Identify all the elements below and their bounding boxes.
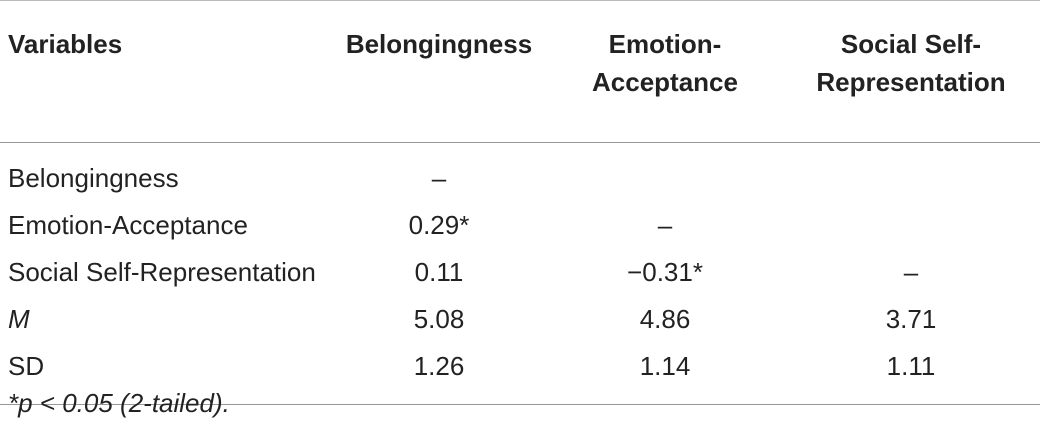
cell: 3.71 — [885, 304, 937, 334]
cell: – — [903, 257, 919, 287]
row-label: M — [8, 304, 30, 334]
header-text: Variables — [8, 29, 123, 59]
table-row: Belongingness – — [0, 143, 1040, 203]
empty-cell — [782, 202, 1040, 249]
row-label: Belongingness — [8, 163, 179, 193]
row-label: Emotion-Acceptance — [8, 210, 248, 240]
header-text: Social Self-Representation — [816, 29, 1006, 97]
cell: 1.11 — [886, 351, 936, 381]
empty-cell — [782, 143, 1040, 203]
cell: – — [657, 210, 673, 240]
table-body: Belongingness – Emotion-Acceptance 0.29* – So… — [0, 143, 1040, 405]
table-row: Emotion-Acceptance 0.29* – — [0, 202, 1040, 249]
footnote: *p < 0.05 (2-tailed). — [8, 388, 230, 418]
cell: 1.14 — [639, 351, 691, 381]
cell: 0.29* — [408, 210, 470, 240]
row-label: Social Self-Representation — [8, 257, 316, 287]
header-row: Variables Belongingness Emotion-Acceptance… — [0, 0, 1040, 143]
header-cell: Emotion-Acceptance — [548, 1, 782, 143]
table-row: Social Self-Representation 0.11 −0.31* – — [0, 249, 1040, 296]
header-text: Belongingness — [345, 29, 533, 59]
header-text: Emotion-Acceptance — [592, 29, 738, 97]
cell: 5.08 — [413, 304, 465, 334]
row-label: SD — [8, 351, 45, 381]
cell: −0.31* — [627, 257, 703, 287]
cell: – — [431, 163, 447, 193]
cell: 1.26 — [413, 351, 465, 381]
header-cell: Variables — [0, 1, 330, 143]
cell: 4.86 — [639, 304, 691, 334]
correlation-table: Variables Belongingness Emotion-Acceptance… — [0, 0, 1040, 405]
empty-cell — [548, 143, 782, 203]
table-row: M 5.08 4.86 3.71 — [0, 296, 1040, 343]
table-row: SD 1.26 1.14 1.11 — [0, 343, 1040, 405]
cell: 0.11 — [414, 257, 464, 287]
header-cell: Belongingness — [330, 1, 548, 143]
header-cell: Social Self-Representation — [782, 1, 1040, 143]
